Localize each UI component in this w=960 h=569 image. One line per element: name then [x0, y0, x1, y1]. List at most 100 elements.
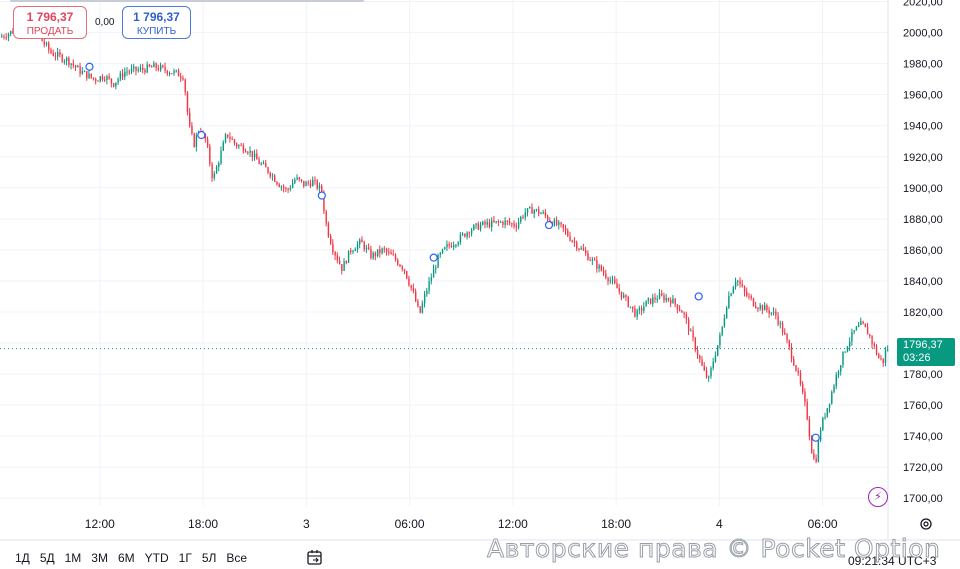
candle-body: [808, 419, 811, 437]
sell-button[interactable]: 1 796,37 ПРОДАТЬ: [13, 6, 87, 39]
candle-body: [394, 255, 397, 260]
candle-body: [52, 52, 54, 56]
candle-body: [193, 133, 195, 148]
candle-body: [63, 60, 66, 62]
candle-body: [365, 247, 368, 250]
candle-body: [884, 349, 887, 363]
candle-body: [376, 249, 379, 256]
y-tick-label: 1860,00: [903, 245, 943, 257]
candle-body: [240, 145, 242, 147]
candle-body: [61, 54, 63, 62]
x-tick-label: 4: [716, 517, 723, 531]
event-marker[interactable]: [811, 433, 820, 442]
candle-body: [511, 223, 513, 225]
timeframe-1d[interactable]: 1Д: [15, 551, 30, 565]
candle-body: [632, 306, 634, 309]
timeframe-ytd[interactable]: YTD: [144, 551, 169, 565]
y-tick-label: 2000,00: [903, 28, 943, 40]
candle-body: [887, 349, 889, 351]
candle-body: [547, 215, 549, 221]
candle-body: [855, 326, 858, 331]
candle-body: [450, 245, 453, 248]
candle-body: [370, 248, 372, 259]
candle-body: [851, 332, 853, 342]
candle-body: [403, 269, 406, 272]
candle-body: [486, 222, 488, 225]
candle-body: [54, 55, 57, 57]
candle-body: [779, 323, 782, 325]
candle-body: [280, 186, 283, 188]
candle-body: [258, 159, 260, 165]
candle-body: [115, 82, 117, 87]
time-readout: 09:21:34 UTC+3: [848, 554, 937, 568]
candle-body: [869, 334, 871, 336]
candle-body: [236, 143, 238, 147]
timeframe-6m[interactable]: 6М: [117, 551, 135, 565]
timeframe-1m[interactable]: 1М: [64, 551, 82, 565]
candle-body: [766, 305, 768, 310]
candle-body: [587, 253, 589, 261]
candle-body: [873, 343, 876, 346]
candle-body: [267, 167, 269, 173]
candle-body: [549, 220, 551, 222]
candle-body: [705, 370, 708, 378]
candle-body: [576, 242, 578, 249]
candle-body: [184, 79, 186, 93]
candle-body: [470, 229, 473, 234]
timeframe-5y[interactable]: 5Л: [201, 551, 217, 565]
candle-body: [419, 306, 421, 313]
candle-body: [95, 78, 97, 81]
event-marker[interactable]: [429, 253, 438, 262]
candle-body: [609, 280, 612, 282]
candle-body: [381, 248, 383, 254]
candle-body: [840, 365, 842, 372]
candle-body: [238, 145, 240, 147]
candle-body: [204, 133, 207, 140]
calendar-icon[interactable]: [305, 549, 325, 567]
candle-body: [168, 73, 171, 75]
candle-body: [397, 259, 399, 265]
candle-body: [256, 153, 258, 160]
event-marker[interactable]: [197, 130, 206, 140]
candle-body: [417, 301, 419, 307]
event-marker[interactable]: [544, 220, 554, 230]
candle-body: [661, 293, 663, 296]
candle-body: [593, 259, 596, 261]
timeframe-1y[interactable]: 1Г: [178, 551, 192, 565]
candle-body: [484, 221, 486, 225]
candle-body: [853, 330, 855, 333]
candle-body: [126, 71, 128, 73]
candle-body: [831, 391, 833, 404]
candle-body: [555, 219, 558, 225]
candle-body: [334, 252, 336, 256]
candle-body: [70, 63, 72, 65]
candle-body: [468, 232, 471, 234]
candle-body: [529, 207, 531, 209]
timeframe-all[interactable]: Все: [226, 551, 248, 565]
candle-body: [57, 52, 59, 57]
candle-body: [206, 139, 209, 147]
candle-body: [45, 43, 48, 45]
candle-body: [97, 80, 99, 82]
settings-icon[interactable]: [918, 516, 934, 532]
candle-body: [678, 309, 681, 311]
candle-body: [300, 179, 303, 181]
chart-top-scrollbar[interactable]: [10, 0, 364, 2]
candle-body: [482, 221, 484, 225]
event-marker[interactable]: [694, 292, 703, 301]
candle-body: [477, 223, 480, 230]
candle-body: [1, 36, 3, 38]
candle-body: [569, 235, 571, 241]
event-marker[interactable]: [317, 191, 326, 200]
buy-button[interactable]: 1 796,37 КУПИТЬ: [122, 6, 191, 39]
candle-body: [708, 376, 710, 378]
candle-body: [213, 173, 216, 179]
timeframe-5d[interactable]: 5Д: [39, 551, 55, 565]
candle-body: [768, 309, 770, 314]
candle-body: [580, 248, 582, 250]
candle-body: [354, 249, 356, 252]
lightning-icon[interactable]: ⚡: [868, 487, 888, 507]
timeframe-3m[interactable]: 3М: [91, 551, 108, 565]
event-marker[interactable]: [85, 62, 94, 71]
